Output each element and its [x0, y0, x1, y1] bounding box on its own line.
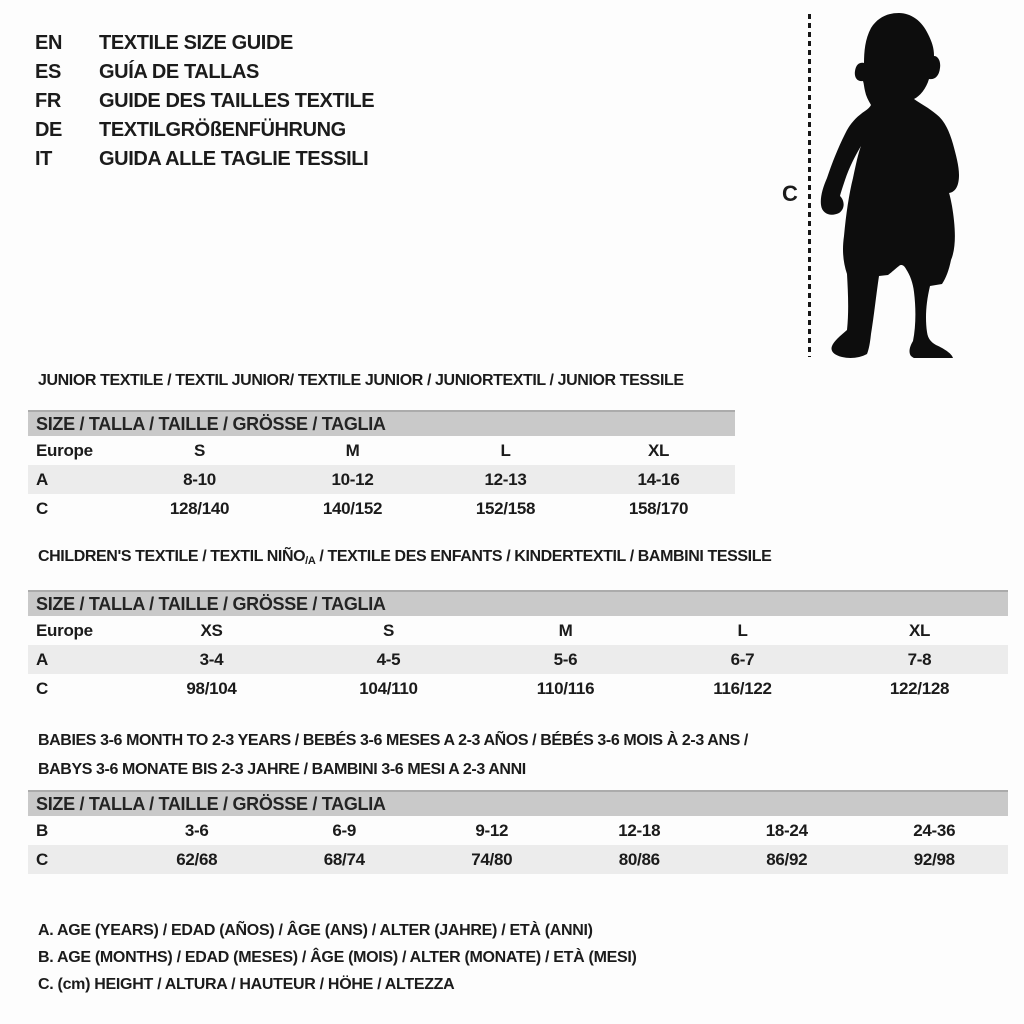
age-cell: 12-13: [484, 469, 527, 489]
height-cell: 158/170: [628, 498, 689, 518]
lang-code-en: EN: [35, 32, 62, 54]
size-cell: S: [193, 440, 206, 460]
row-label: B: [36, 820, 48, 840]
age-cell: 6-9: [332, 820, 357, 840]
row-label: C: [36, 498, 48, 518]
lang-code-es: ES: [35, 61, 61, 83]
junior-section-title: JUNIOR TEXTILE / TEXTIL JUNIOR/ TEXTILE …: [38, 372, 684, 389]
children-row-age: A 3-4 4-5 5-6 6-7 7-8: [28, 645, 1008, 674]
age-cell: 6-7: [730, 649, 755, 669]
lang-title-fr: GUIDE DES TAILLES TEXTILE: [99, 90, 375, 112]
height-dotted-line: [808, 14, 811, 357]
footnote-a: A. AGE (YEARS) / EDAD (AÑOS) / ÂGE (ANS)…: [38, 922, 593, 939]
age-cell: 14-16: [637, 469, 680, 489]
height-cell: 98/104: [186, 678, 237, 698]
children-size-table: SIZE / TALLA / TAILLE / GRÖSSE / TAGLIA …: [28, 590, 1008, 703]
age-cell: 3-4: [199, 649, 224, 669]
babies-size-header-bar: SIZE / TALLA / TAILLE / GRÖSSE / TAGLIA: [28, 790, 1008, 816]
height-cell: 74/80: [471, 849, 513, 869]
children-section: CHILDREN'S TEXTILE / TEXTIL NIÑO/A / TEX…: [28, 547, 1008, 698]
age-cell: 10-12: [331, 469, 374, 489]
height-cell: 110/116: [536, 678, 595, 698]
babies-section: BABIES 3-6 MONTH TO 2-3 YEARS / BEBÉS 3-…: [28, 726, 1008, 874]
language-title-block: EN TEXTILE SIZE GUIDE ES GUÍA DE TALLAS …: [35, 29, 375, 174]
babies-row-height: C 62/68 68/74 74/80 80/86 86/92 92/98: [28, 845, 1008, 874]
lang-row-de: DE TEXTILGRÖßENFÜHRUNG: [35, 116, 374, 145]
row-label: Europe: [36, 620, 93, 640]
lang-row-en: EN TEXTILE SIZE GUIDE: [35, 29, 374, 58]
lang-row-es: ES GUÍA DE TALLAS: [35, 58, 374, 87]
junior-section: JUNIOR TEXTILE / TEXTIL JUNIOR/ TEXTILE …: [28, 371, 735, 518]
age-cell: 24-36: [913, 820, 956, 840]
age-cell: 12-18: [618, 820, 661, 840]
babies-row-age: B 3-6 6-9 9-12 12-18 18-24 24-36: [28, 816, 1008, 845]
lang-code-it: IT: [35, 148, 52, 170]
lang-code-fr: FR: [35, 90, 61, 112]
row-label: A: [36, 649, 48, 669]
babies-section-title-line1: BABIES 3-6 MONTH TO 2-3 YEARS / BEBÉS 3-…: [38, 732, 748, 749]
height-cell: 116/122: [713, 678, 772, 698]
junior-size-header-bar: SIZE / TALLA / TAILLE / GRÖSSE / TAGLIA: [28, 410, 735, 436]
junior-row-age: A 8-10 10-12 12-13 14-16: [28, 465, 735, 494]
lang-row-it: IT GUIDA ALLE TAGLIE TESSILI: [35, 145, 374, 174]
lang-title-es: GUÍA DE TALLAS: [99, 61, 259, 83]
size-cell: S: [382, 620, 395, 640]
size-cell: XL: [908, 620, 931, 640]
children-title-pre: CHILDREN'S TEXTILE / TEXTIL NIÑO: [38, 548, 306, 565]
lang-title-it: GUIDA ALLE TAGLIE TESSILI: [99, 148, 369, 170]
children-row-height: C 98/104 104/110 110/116 116/122 122/128: [28, 674, 1008, 703]
children-title-post: / TEXTILE DES ENFANTS / KINDERTEXTIL / B…: [315, 548, 772, 565]
height-cell: 62/68: [176, 849, 218, 869]
footnotes-block: A. AGE (YEARS) / EDAD (AÑOS) / ÂGE (ANS)…: [38, 917, 637, 998]
height-cell: 92/98: [913, 849, 955, 869]
age-cell: 3-6: [184, 820, 209, 840]
footnote-c: C. (cm) HEIGHT / ALTURA / HAUTEUR / HÖHE…: [38, 976, 455, 993]
children-title-subscript: /A: [305, 555, 316, 567]
lang-title-de: TEXTILGRÖßENFÜHRUNG: [99, 119, 346, 141]
row-label: C: [36, 849, 48, 869]
children-size-header-bar: SIZE / TALLA / TAILLE / GRÖSSE / TAGLIA: [28, 590, 1008, 616]
junior-row-height: C 128/140 140/152 152/158 158/170: [28, 494, 735, 523]
height-cell: 152/158: [475, 498, 536, 518]
height-cell: 86/92: [766, 849, 808, 869]
height-cell: 140/152: [322, 498, 383, 518]
size-cell: M: [345, 440, 360, 460]
age-cell: 9-12: [475, 820, 509, 840]
babies-section-title-line2: BABYS 3-6 MONATE BIS 2-3 JAHRE / BAMBINI…: [38, 761, 526, 778]
size-cell: XL: [647, 440, 670, 460]
size-cell: XS: [200, 620, 223, 640]
height-cell: 68/74: [323, 849, 365, 869]
lang-title-en: TEXTILE SIZE GUIDE: [99, 32, 293, 54]
height-cell: 80/86: [618, 849, 660, 869]
children-row-europe: Europe XS S M L XL: [28, 616, 1008, 645]
footnote-b: B. AGE (MONTHS) / EDAD (MESES) / ÂGE (MO…: [38, 949, 637, 966]
children-section-title: CHILDREN'S TEXTILE / TEXTIL NIÑO/A / TEX…: [28, 547, 1008, 571]
junior-row-europe: Europe S M L XL: [28, 436, 735, 465]
size-cell: M: [558, 620, 573, 640]
row-label: C: [36, 678, 48, 698]
size-cell: L: [500, 440, 511, 460]
row-label: Europe: [36, 440, 93, 460]
row-label: A: [36, 469, 48, 489]
age-cell: 8-10: [183, 469, 216, 489]
babies-size-table: SIZE / TALLA / TAILLE / GRÖSSE / TAGLIA …: [28, 790, 1008, 874]
age-cell: 5-6: [553, 649, 578, 669]
age-cell: 4-5: [376, 649, 401, 669]
age-cell: 7-8: [907, 649, 932, 669]
toddler-silhouette-icon: [820, 13, 959, 358]
size-cell: L: [737, 620, 748, 640]
height-cell: 104/110: [359, 678, 418, 698]
height-cell: 122/128: [889, 678, 950, 698]
height-measure-label: C: [782, 181, 798, 206]
junior-size-table: SIZE / TALLA / TAILLE / GRÖSSE / TAGLIA …: [28, 410, 735, 523]
lang-row-fr: FR GUIDE DES TAILLES TEXTILE: [35, 87, 375, 116]
height-cell: 128/140: [169, 498, 230, 518]
age-cell: 18-24: [765, 820, 808, 840]
lang-code-de: DE: [35, 119, 62, 141]
